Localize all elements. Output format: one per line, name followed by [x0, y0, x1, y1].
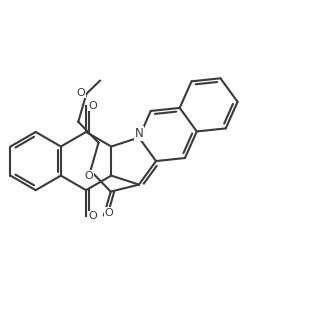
Text: O: O	[88, 211, 97, 221]
Text: N: N	[134, 127, 143, 140]
Text: O: O	[104, 208, 113, 218]
Text: O: O	[76, 88, 85, 98]
Text: O: O	[88, 101, 97, 111]
Text: O: O	[85, 171, 93, 181]
